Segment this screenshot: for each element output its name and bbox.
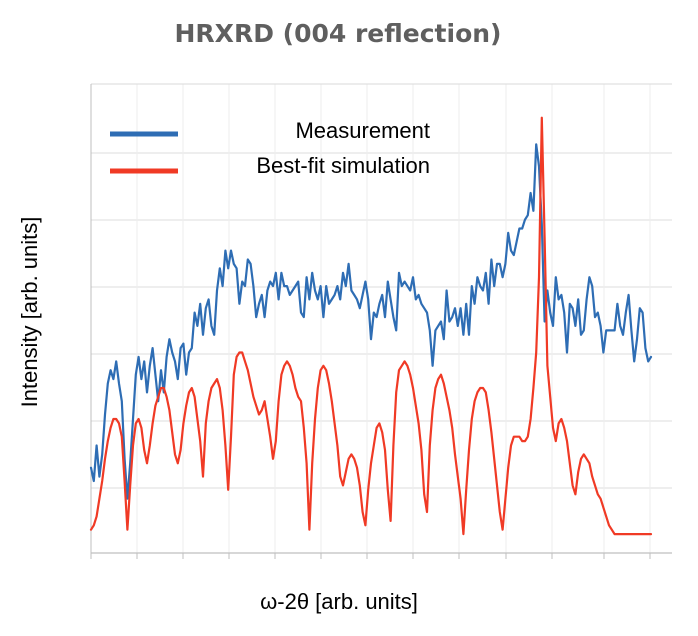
plot-axes — [90, 83, 672, 554]
series-line-simulation — [89, 116, 653, 536]
legend-label-measurement: Measurement — [295, 118, 430, 143]
legend-label-simulation: Best-fit simulation — [256, 153, 430, 178]
legend: Measurement Best-fit simulation — [110, 118, 430, 178]
x-axis-label: ω-2θ [arb. units] — [260, 589, 418, 614]
data-lines — [89, 116, 653, 536]
x-axis-ticks — [90, 553, 651, 559]
chart-title: HRXRD (004 reflection) — [175, 19, 502, 48]
series-line-measurement — [89, 143, 653, 500]
y-axis-label: Intensity [arb. units] — [17, 217, 42, 408]
